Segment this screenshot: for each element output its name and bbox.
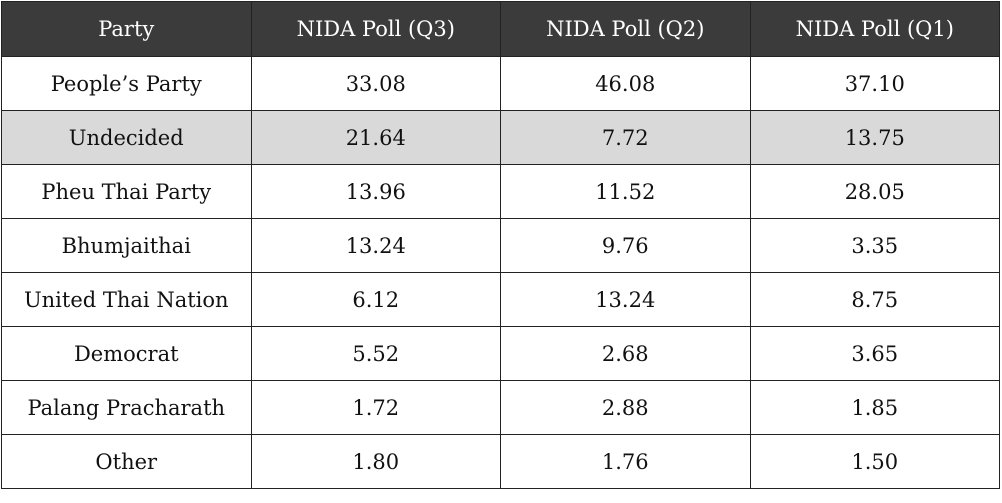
- header-cell: NIDA Poll (Q2): [500, 1, 751, 57]
- value-cell: 2.68: [500, 326, 751, 381]
- value-cell: 1.72: [250, 380, 501, 435]
- party-cell: Pheu Thai Party: [1, 164, 252, 219]
- party-cell: Palang Pracharath: [1, 380, 252, 435]
- table-row: Bhumjaithai 13.24 9.76 3.35: [1, 218, 1000, 273]
- value-cell: 1.85: [749, 380, 1000, 435]
- value-cell: 21.64: [250, 110, 501, 165]
- value-cell: 13.75: [749, 110, 1000, 165]
- table-body: People’s Party 33.08 46.08 37.10 Undecided 21…: [1, 56, 1000, 489]
- value-cell: 6.12: [250, 272, 501, 327]
- table-row: Democrat 5.52 2.68 3.65: [1, 326, 1000, 381]
- party-cell: Democrat: [1, 326, 252, 381]
- value-cell: 7.72: [500, 110, 751, 165]
- table-row: United Thai Nation 6.12 13.24 8.75: [1, 272, 1000, 327]
- value-cell: 8.75: [749, 272, 1000, 327]
- value-cell: 3.35: [749, 218, 1000, 273]
- value-cell: 1.50: [749, 434, 1000, 489]
- party-cell: Bhumjaithai: [1, 218, 252, 273]
- value-cell: 28.05: [749, 164, 1000, 219]
- value-cell: 37.10: [749, 56, 1000, 111]
- value-cell: 46.08: [500, 56, 751, 111]
- value-cell: 2.88: [500, 380, 751, 435]
- table-header: Party NIDA Poll (Q3) NIDA Poll (Q2) NIDA Po…: [1, 1, 1000, 57]
- value-cell: 13.24: [500, 272, 751, 327]
- header-cell: NIDA Poll (Q1): [749, 1, 1000, 57]
- value-cell: 3.65: [749, 326, 1000, 381]
- party-cell: Undecided: [1, 110, 252, 165]
- header-row: Party NIDA Poll (Q3) NIDA Poll (Q2) NIDA Po…: [1, 1, 1000, 57]
- value-cell: 5.52: [250, 326, 501, 381]
- table-row: People’s Party 33.08 46.08 37.10: [1, 56, 1000, 111]
- table-row: Pheu Thai Party 13.96 11.52 28.05: [1, 164, 1000, 219]
- table-row: Palang Pracharath 1.72 2.88 1.85: [1, 380, 1000, 435]
- value-cell: 33.08: [250, 56, 501, 111]
- table-row: Other 1.80 1.76 1.50: [1, 434, 1000, 489]
- header-cell: NIDA Poll (Q3): [250, 1, 501, 57]
- value-cell: 11.52: [500, 164, 751, 219]
- poll-table: Party NIDA Poll (Q3) NIDA Poll (Q2) NIDA Po…: [1, 1, 1000, 489]
- value-cell: 1.76: [500, 434, 751, 489]
- party-cell: Other: [1, 434, 252, 489]
- party-cell: United Thai Nation: [1, 272, 252, 327]
- party-cell: People’s Party: [1, 56, 252, 111]
- table-row: Undecided 21.64 7.72 13.75: [1, 110, 1000, 165]
- value-cell: 1.80: [250, 434, 501, 489]
- value-cell: 13.24: [250, 218, 501, 273]
- header-cell: Party: [1, 1, 252, 57]
- value-cell: 9.76: [500, 218, 751, 273]
- value-cell: 13.96: [250, 164, 501, 219]
